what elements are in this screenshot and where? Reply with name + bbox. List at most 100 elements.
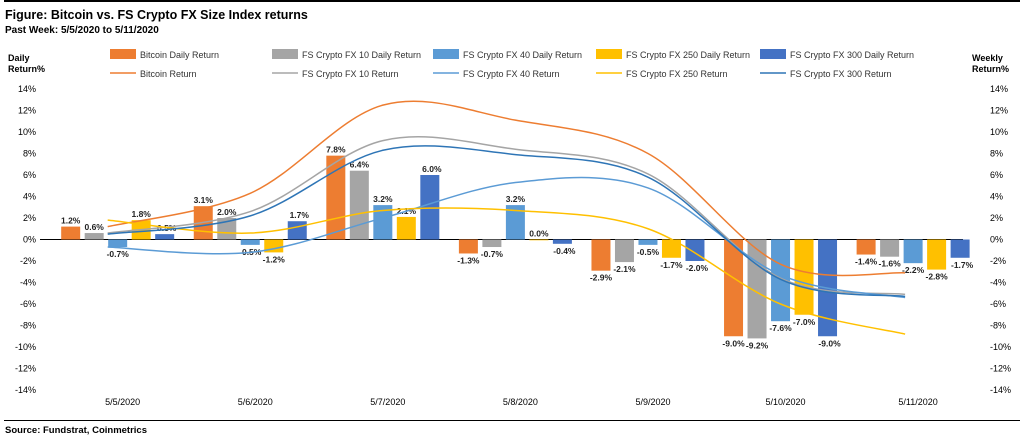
data-label: 6.0% [422, 164, 442, 174]
legend-label: FS Crypto FX 40 Return [463, 69, 560, 79]
y-tick-left: 6% [23, 170, 36, 180]
data-label: 6.4% [350, 160, 370, 170]
y-tick-left: -8% [20, 321, 36, 331]
bar [217, 218, 237, 240]
y-tick-left: -10% [15, 342, 36, 352]
line-series [107, 145, 906, 298]
data-label: -9.2% [746, 340, 769, 350]
data-label: -0.7% [481, 249, 504, 259]
data-label: 1.7% [290, 210, 310, 220]
data-label: -1.6% [878, 259, 901, 269]
data-label: 1.2% [61, 216, 81, 226]
y-tick-left: 4% [23, 192, 36, 202]
right-axis-title: Weekly Return% [972, 53, 1010, 74]
y-tick-right: -14% [990, 385, 1011, 395]
y-tick-right: 10% [990, 127, 1008, 137]
data-label: -1.3% [457, 255, 480, 265]
data-label: 1.8% [131, 209, 151, 219]
y-tick-left: 14% [18, 84, 36, 94]
legend-label: FS Crypto FX 300 Daily Return [790, 50, 914, 60]
legend-swatch [272, 49, 298, 59]
bar [108, 239, 128, 248]
y-tick-right: 4% [990, 192, 1003, 202]
data-label: -9.0% [722, 338, 745, 348]
legend-label: FS Crypto FX 10 Daily Return [302, 50, 421, 60]
x-tick-label: 5/6/2020 [238, 397, 273, 407]
y-tick-left: 10% [18, 127, 36, 137]
legend-swatch [433, 49, 459, 59]
data-label: -1.4% [855, 257, 878, 267]
line-series [107, 207, 906, 335]
bar [396, 216, 416, 240]
bar [240, 239, 260, 245]
y-tick-right: 6% [990, 170, 1003, 180]
bar [614, 239, 634, 263]
y-tick-left: -4% [20, 278, 36, 288]
bar [458, 239, 478, 254]
bar [373, 205, 393, 240]
x-tick-label: 5/9/2020 [635, 397, 670, 407]
y-tick-right: 8% [990, 149, 1003, 159]
x-tick-label: 5/10/2020 [766, 397, 806, 407]
bar [155, 234, 175, 240]
data-label: -1.2% [263, 254, 286, 264]
bar [591, 239, 611, 271]
legend-swatch [110, 49, 136, 59]
y-tick-right: -6% [990, 299, 1006, 309]
data-label: -9.0% [818, 338, 841, 348]
data-label: 7.8% [326, 145, 346, 155]
bar [505, 205, 525, 240]
data-label: 3.2% [506, 194, 526, 204]
data-label: -0.7% [107, 249, 130, 259]
data-label: -0.4% [553, 246, 576, 256]
bar [927, 239, 947, 270]
legend-label: FS Crypto FX 300 Return [790, 69, 892, 79]
y-tick-left: -2% [20, 256, 36, 266]
bar [661, 239, 681, 258]
y-tick-left: 0% [23, 235, 36, 245]
line-series [107, 176, 906, 299]
chart-subtitle: Past Week: 5/5/2020 to 5/11/2020 [5, 25, 159, 36]
y-tick-right: -12% [990, 364, 1011, 374]
data-label: -7.0% [793, 317, 816, 327]
data-label: -2.1% [613, 264, 636, 274]
chart-title: Figure: Bitcoin vs. FS Crypto FX Size In… [5, 8, 308, 22]
data-label: -2.8% [925, 272, 948, 282]
bar [950, 239, 970, 258]
bar [552, 239, 572, 244]
y-tick-left: 8% [23, 149, 36, 159]
y-tick-left: -14% [15, 385, 36, 395]
bar [638, 239, 658, 245]
left-axis-title: Daily Return% [8, 53, 46, 74]
bar [349, 170, 369, 240]
legend-swatch [596, 49, 622, 59]
bar [529, 239, 549, 241]
legend-label: FS Crypto FX 40 Daily Return [463, 50, 582, 60]
legend-label: FS Crypto FX 250 Daily Return [626, 50, 750, 60]
legend-swatch [760, 49, 786, 59]
x-tick-label: 5/11/2020 [898, 397, 937, 407]
data-label: 2.0% [217, 207, 237, 217]
y-tick-left: 12% [18, 106, 36, 116]
legend-label: FS Crypto FX 10 Return [302, 69, 399, 79]
y-tick-right: -2% [990, 256, 1006, 266]
source-note: Source: Fundstrat, Coinmetrics [5, 425, 147, 436]
bar [326, 155, 346, 240]
bar [856, 239, 876, 255]
data-label: -2.2% [902, 265, 925, 275]
bar [287, 221, 307, 240]
line-series [107, 100, 906, 277]
data-label: -0.5% [637, 247, 660, 257]
y-tick-right: 14% [990, 84, 1008, 94]
bar [84, 233, 104, 240]
bar [724, 239, 744, 337]
legend-label: Bitcoin Daily Return [140, 50, 219, 60]
data-label: -2.9% [590, 273, 613, 283]
legend-label: Bitcoin Return [140, 69, 197, 79]
line-series [107, 136, 906, 296]
data-label: -7.6% [769, 323, 792, 333]
y-tick-right: 2% [990, 213, 1003, 223]
bar [880, 239, 900, 257]
y-tick-right: 0% [990, 235, 1003, 245]
top-rule [4, 0, 1020, 2]
